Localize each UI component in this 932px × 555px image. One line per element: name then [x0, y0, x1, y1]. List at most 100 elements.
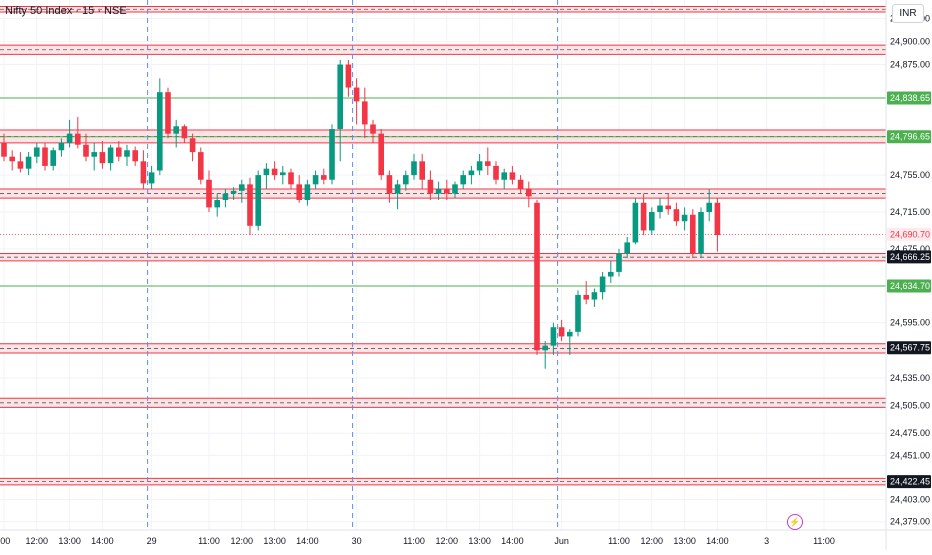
candle-body[interactable]: [99, 152, 106, 164]
candle-body[interactable]: [485, 161, 491, 166]
candle-body[interactable]: [296, 184, 302, 201]
candle-body[interactable]: [460, 175, 466, 185]
candle-body[interactable]: [321, 175, 327, 180]
candle-body[interactable]: [468, 170, 475, 176]
candle-body[interactable]: [476, 161, 483, 171]
candle-body[interactable]: [66, 133, 73, 143]
candle-body[interactable]: [58, 142, 65, 151]
candle-body[interactable]: [353, 87, 360, 102]
candle-body[interactable]: [206, 179, 212, 208]
candle-body[interactable]: [148, 172, 155, 184]
candle-body[interactable]: [271, 168, 278, 176]
candle-body[interactable]: [198, 152, 204, 180]
candle-body[interactable]: [567, 331, 573, 337]
candle-body[interactable]: [599, 276, 606, 293]
candle-body[interactable]: [288, 172, 294, 185]
candle-body[interactable]: [632, 202, 639, 243]
candle-body[interactable]: [345, 64, 352, 88]
candle-body[interactable]: [222, 193, 229, 201]
candle-body[interactable]: [673, 209, 680, 222]
candle-body[interactable]: [435, 188, 442, 194]
candle-body[interactable]: [419, 161, 425, 180]
currency-button[interactable]: INR: [892, 4, 924, 23]
candle-body[interactable]: [575, 294, 581, 332]
price-tick-label: 24,403.00: [890, 495, 930, 505]
candle-body[interactable]: [706, 202, 712, 212]
candle-body[interactable]: [329, 129, 335, 180]
candle-body[interactable]: [140, 161, 147, 184]
candles-layer: [1, 59, 721, 369]
candle-body[interactable]: [640, 202, 647, 231]
grid-layer: [0, 0, 886, 530]
candle-body[interactable]: [690, 214, 696, 254]
candle-body[interactable]: [1, 142, 7, 157]
time-tick-label: :00: [0, 536, 10, 546]
candle-body[interactable]: [362, 101, 368, 125]
candle-body[interactable]: [427, 179, 434, 194]
candle-body[interactable]: [608, 271, 614, 277]
candle-body[interactable]: [25, 156, 32, 169]
candle-body[interactable]: [517, 179, 524, 189]
candle-body[interactable]: [239, 184, 245, 191]
candle-body[interactable]: [247, 184, 253, 226]
candle-body[interactable]: [124, 150, 130, 157]
candle-body[interactable]: [452, 184, 458, 194]
candle-body[interactable]: [583, 294, 589, 300]
candle-body[interactable]: [509, 172, 516, 180]
candle-body[interactable]: [173, 126, 179, 134]
candle-body[interactable]: [263, 168, 270, 176]
candle-body[interactable]: [386, 175, 393, 194]
candle-body[interactable]: [312, 175, 319, 185]
candle-body[interactable]: [9, 156, 15, 162]
symbol-title[interactable]: Nifty 50 Index · 15 · NSE: [5, 5, 127, 17]
candle-body[interactable]: [534, 202, 540, 351]
candle-body[interactable]: [411, 161, 417, 176]
time-tick-label: 11:00: [403, 536, 425, 546]
candle-body[interactable]: [214, 200, 220, 208]
candle-body[interactable]: [526, 188, 532, 197]
candle-body[interactable]: [501, 172, 507, 180]
candle-body[interactable]: [542, 345, 548, 351]
candle-body[interactable]: [157, 92, 163, 171]
candle-body[interactable]: [403, 175, 409, 185]
candle-body[interactable]: [189, 138, 196, 153]
candle-body[interactable]: [34, 147, 40, 157]
candle-body[interactable]: [17, 161, 24, 169]
candle-body[interactable]: [444, 188, 450, 194]
candle-body[interactable]: [280, 172, 286, 176]
candle-body[interactable]: [394, 184, 401, 194]
candle-body[interactable]: [107, 147, 114, 164]
candle-body[interactable]: [550, 327, 557, 346]
candle-body[interactable]: [714, 202, 721, 236]
candle-body[interactable]: [42, 147, 48, 166]
candle-body[interactable]: [370, 124, 376, 134]
candle-body[interactable]: [83, 144, 89, 157]
candle-body[interactable]: [616, 253, 622, 272]
candle-body[interactable]: [75, 133, 81, 145]
price-label: 24,666.25: [890, 252, 930, 262]
candle-body[interactable]: [681, 214, 688, 222]
candle-body[interactable]: [591, 292, 598, 300]
candle-body[interactable]: [665, 205, 671, 210]
candle-body[interactable]: [657, 205, 663, 212]
candle-body[interactable]: [337, 64, 343, 130]
time-tick-label: 14:00: [296, 536, 319, 546]
candle-body[interactable]: [304, 184, 311, 201]
candle-body[interactable]: [378, 133, 384, 176]
candle-body[interactable]: [624, 242, 630, 254]
candle-body[interactable]: [132, 150, 138, 162]
candle-body[interactable]: [649, 212, 655, 231]
lightning-icon[interactable]: ⚡: [787, 514, 803, 530]
candle-body[interactable]: [230, 190, 237, 194]
candle-body[interactable]: [165, 92, 171, 134]
candle-body[interactable]: [255, 175, 261, 226]
candle-body[interactable]: [181, 126, 188, 139]
candle-body[interactable]: [116, 147, 122, 157]
candle-body[interactable]: [493, 165, 499, 180]
candle-body[interactable]: [91, 152, 97, 157]
candle-body[interactable]: [50, 150, 56, 166]
candle-body[interactable]: [698, 212, 704, 254]
candle-body[interactable]: [558, 327, 565, 337]
